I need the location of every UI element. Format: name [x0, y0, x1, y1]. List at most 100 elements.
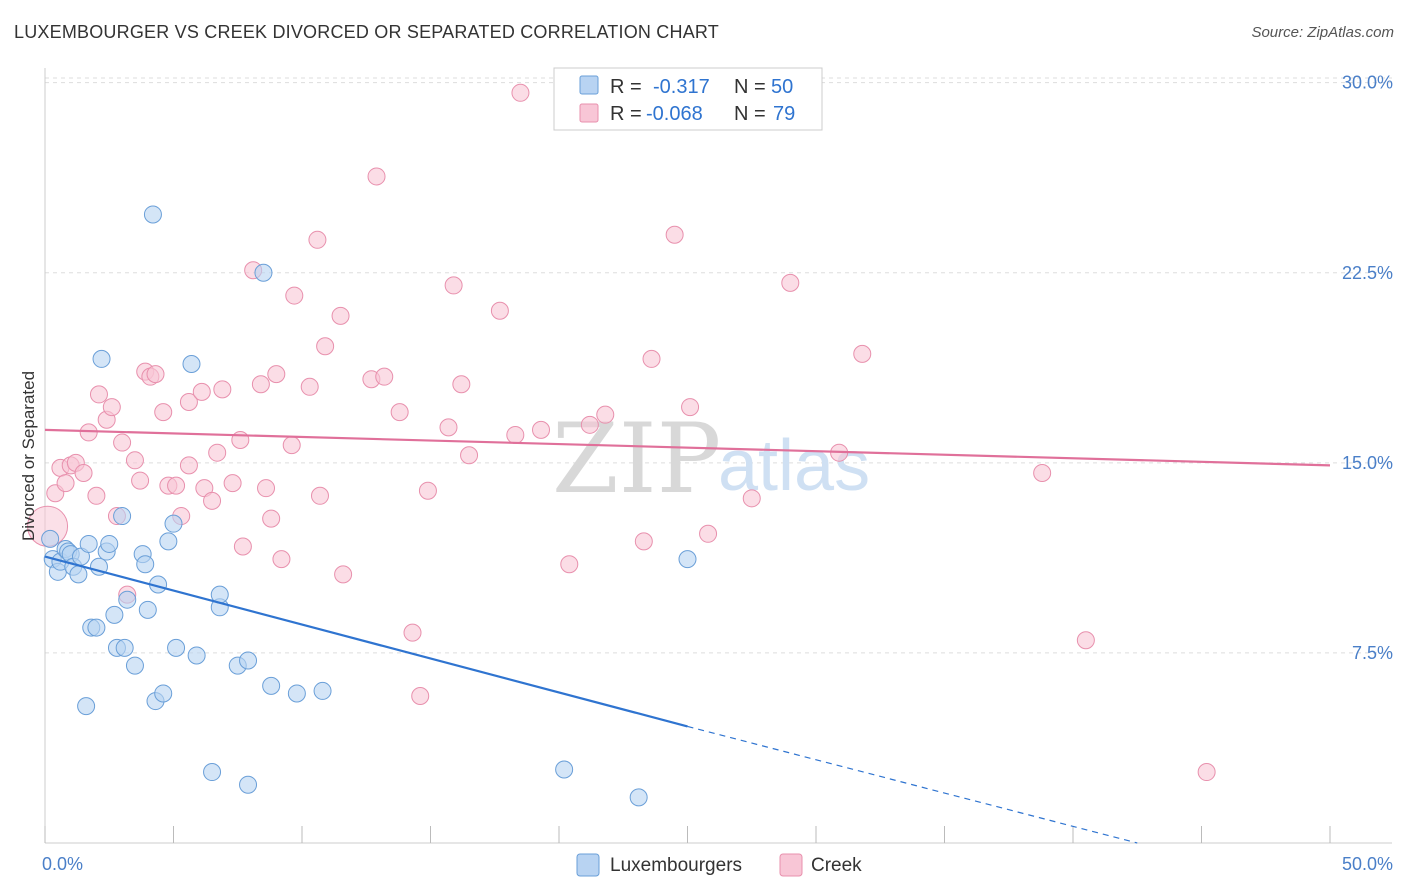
creek-point — [642, 349, 661, 368]
creek-point — [444, 276, 463, 295]
legend-box — [553, 67, 823, 131]
y-tick-label: 7.5% — [1352, 643, 1393, 663]
watermark-zip: ZIP — [552, 403, 721, 515]
luxembourger-point — [164, 514, 183, 533]
luxembourger-point — [159, 532, 178, 551]
creek-point — [192, 382, 211, 401]
legend-r-value: -0.068 — [646, 103, 703, 125]
creek-point — [742, 489, 761, 508]
legend-n-label: N = — [734, 103, 766, 125]
creek-point — [167, 476, 186, 495]
creek-point — [316, 337, 335, 356]
luxembourger-point — [182, 354, 201, 373]
legend-n-value: 50 — [771, 76, 793, 98]
creek-point — [56, 474, 75, 493]
creek-point — [596, 405, 615, 424]
creek-point — [418, 481, 437, 500]
creek-point — [403, 623, 422, 642]
luxembourger-point — [313, 681, 332, 700]
creek-point — [853, 344, 872, 363]
creek-point — [634, 532, 653, 551]
luxembourger-point — [115, 638, 134, 657]
creek-point — [560, 555, 579, 574]
creek-point — [272, 550, 291, 569]
creek-point — [267, 365, 286, 384]
luxembourger-point — [77, 697, 96, 716]
creek-point — [681, 398, 700, 417]
legend-n-label: N = — [734, 76, 766, 98]
luxembourger-point — [287, 684, 306, 703]
legend-r-label: R = — [610, 103, 642, 125]
luxembourger-point — [118, 590, 137, 609]
creek-point — [179, 456, 198, 475]
bottom-legend-label-luxembourgers: Luxembourgers — [610, 855, 742, 876]
creek-point — [203, 491, 222, 510]
legend-n-value: 79 — [773, 103, 795, 125]
creek-point — [146, 365, 165, 384]
creek-point — [490, 301, 509, 320]
creek-point — [251, 375, 270, 394]
bottom-legend-swatch-creek — [779, 853, 803, 877]
correlation-legend: R = -0.317 N = 50 R = -0.068 N = 79 — [553, 67, 823, 131]
luxembourger-point — [239, 651, 258, 670]
legend-r-value: -0.317 — [653, 76, 710, 98]
legend-swatch-luxembourgers — [579, 75, 599, 95]
creek-point — [300, 377, 319, 396]
creek-point — [460, 446, 479, 465]
luxembourger-point — [167, 638, 186, 657]
creek-point — [1033, 463, 1052, 482]
creek-point — [334, 565, 353, 584]
luxembourger-point — [154, 684, 173, 703]
creek-point — [213, 380, 232, 399]
luxembourger-point — [138, 600, 157, 619]
luxembourger-point — [125, 656, 144, 675]
y-axis-title: Divorced or Separated — [19, 371, 38, 541]
creek-point — [367, 167, 386, 186]
luxembourger-trendline — [44, 555, 688, 728]
creek-point — [102, 398, 121, 417]
creek-point — [262, 509, 281, 528]
y-tick-label: 15.0% — [1342, 453, 1393, 473]
creek-point — [699, 524, 718, 543]
luxembourger-point — [92, 349, 111, 368]
source-label: Source: ZipAtlas.com — [1251, 24, 1394, 41]
trendlines — [44, 428, 1331, 844]
axes — [44, 68, 1392, 844]
creek-point — [1076, 631, 1095, 650]
watermark-atlas: atlas — [718, 426, 870, 506]
creek-point — [781, 273, 800, 292]
creek-point — [310, 486, 329, 505]
creek-point — [511, 83, 530, 102]
watermark: ZIP atlas — [552, 403, 870, 515]
creek-point — [154, 403, 173, 422]
creek-point — [390, 403, 409, 422]
creek-point — [375, 367, 394, 386]
legend-swatch-creek — [579, 103, 599, 123]
bottom-legend-label-creek: Creek — [811, 855, 862, 876]
luxembourger-point — [136, 555, 155, 574]
luxembourger-point — [239, 775, 258, 794]
creek-point — [125, 451, 144, 470]
creek-point — [282, 436, 301, 455]
chart-title: LUXEMBOURGER VS CREEK DIVORCED OR SEPARA… — [14, 22, 719, 42]
creek-point — [331, 306, 350, 325]
creek-point — [89, 385, 108, 404]
luxembourger-point — [105, 605, 124, 624]
luxembourger-point — [113, 507, 132, 526]
series-legend: Luxembourgers Creek — [576, 853, 862, 877]
y-tick-labels: 7.5% 15.0% 22.5% 30.0% — [1342, 73, 1393, 663]
creek-point — [131, 471, 150, 490]
y-tick-label: 22.5% — [1342, 263, 1393, 283]
creek-point — [79, 423, 98, 442]
creek-point — [411, 687, 430, 706]
creek-point — [113, 433, 132, 452]
luxembourger-point — [69, 565, 88, 584]
luxembourger-point — [143, 205, 162, 224]
creek-point — [223, 474, 242, 493]
y-tick-label: 30.0% — [1342, 73, 1393, 93]
luxembourger-trendline-extension — [687, 725, 1138, 844]
gridlines — [45, 77, 1392, 654]
creek-point — [74, 463, 93, 482]
luxembourger-point — [87, 618, 106, 637]
